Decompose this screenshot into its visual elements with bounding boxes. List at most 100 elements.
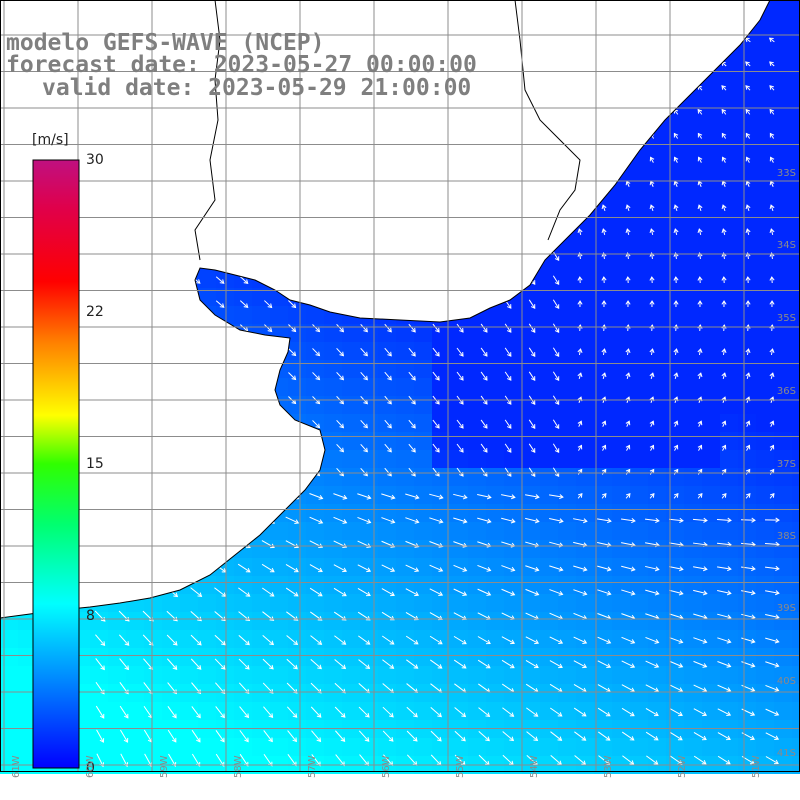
wind-cell — [630, 576, 648, 594]
wind-cell — [324, 522, 342, 540]
wind-cell — [414, 486, 432, 504]
wind-cell — [702, 162, 720, 180]
wind-arrow — [721, 276, 727, 284]
wind-cell — [252, 540, 270, 558]
wind-cell — [558, 522, 576, 540]
wind-cell — [630, 216, 648, 234]
wind-arrow — [504, 371, 512, 381]
wind-cell — [18, 612, 36, 630]
wind-cell — [414, 450, 432, 468]
wind-cell — [432, 540, 450, 558]
wind-cell — [486, 666, 504, 684]
colorbar-tick-8: 8 — [86, 608, 95, 624]
wind-cell — [738, 108, 756, 126]
wind-arrow — [764, 517, 780, 523]
wind-cell — [630, 234, 648, 252]
wind-cell — [702, 702, 720, 720]
wind-arrow — [552, 467, 560, 478]
wind-cell — [576, 558, 594, 576]
wind-cell — [720, 414, 738, 432]
wind-cell — [18, 648, 36, 666]
wind-cell — [756, 342, 774, 360]
wind-arrow — [429, 659, 443, 669]
wind-arrow — [333, 564, 347, 573]
wind-cell — [774, 90, 792, 108]
wind-cell — [414, 522, 432, 540]
wind-cell — [774, 342, 792, 360]
wind-arrow — [644, 517, 660, 524]
wind-cell — [612, 198, 630, 216]
wind-cell — [558, 504, 576, 522]
wind-cell — [576, 378, 594, 396]
wind-cell — [486, 324, 504, 342]
wind-arrow — [697, 132, 703, 139]
colorbar-tick-15: 15 — [86, 456, 104, 472]
wind-cell — [342, 450, 360, 468]
wind-arrow — [601, 492, 607, 499]
wind-cell — [468, 612, 486, 630]
wind-cell — [414, 558, 432, 576]
wind-cell — [630, 504, 648, 522]
wind-cell — [792, 18, 800, 36]
wind-cell — [774, 414, 792, 432]
wind-cell — [522, 666, 540, 684]
wind-arrow — [504, 347, 512, 357]
wind-cell — [792, 612, 800, 630]
wind-cell — [324, 324, 342, 342]
wind-arrow — [673, 444, 679, 451]
wind-cell — [522, 360, 540, 378]
wind-cell — [270, 666, 288, 684]
wind-cell — [594, 378, 612, 396]
wind-cell — [576, 414, 594, 432]
wind-cell — [576, 702, 594, 720]
wind-cell — [180, 702, 198, 720]
wind-cell — [684, 630, 702, 648]
wind-cell — [594, 594, 612, 612]
wind-arrow — [597, 707, 611, 717]
wind-cell — [648, 234, 666, 252]
wind-arrow — [717, 637, 732, 644]
wind-cell — [414, 738, 432, 756]
wind-arrow — [740, 517, 756, 523]
wind-cell — [486, 702, 504, 720]
wind-cell — [486, 486, 504, 504]
wind-cell — [594, 288, 612, 306]
wind-cell — [666, 306, 684, 324]
wind-cell — [522, 324, 540, 342]
wind-arrow — [264, 324, 273, 333]
lon-label: 51W — [751, 755, 762, 778]
wind-cell — [126, 738, 144, 756]
forecast-date: forecast date: 2023-05-27 00:00:00 — [6, 52, 477, 78]
wind-arrow — [525, 517, 540, 524]
wind-cell — [486, 468, 504, 486]
wind-cell — [180, 738, 198, 756]
wind-cell — [774, 198, 792, 216]
wind-cell — [756, 504, 774, 522]
wind-arrow — [673, 348, 679, 356]
wind-arrow — [528, 443, 536, 453]
wind-cell — [684, 306, 702, 324]
wind-cell — [576, 648, 594, 666]
wind-arrow — [621, 707, 635, 717]
wind-cell — [342, 540, 360, 558]
wind-cell — [648, 612, 666, 630]
wind-arrow — [190, 634, 202, 646]
wind-cell — [774, 108, 792, 126]
wind-cell — [756, 378, 774, 396]
wind-arrow — [721, 468, 727, 475]
wind-cell — [792, 594, 800, 612]
wind-cell — [774, 360, 792, 378]
wind-cell — [792, 648, 800, 666]
wind-cell — [774, 738, 792, 756]
wind-arrow — [621, 565, 636, 572]
wind-cell — [720, 378, 738, 396]
wind-cell — [270, 576, 288, 594]
wind-arrow — [621, 731, 635, 741]
wind-cell — [666, 522, 684, 540]
wind-cell — [504, 630, 522, 648]
wind-arrow — [477, 588, 492, 596]
wind-arrow — [310, 706, 322, 718]
wind-arrow — [673, 132, 679, 139]
wind-cell — [702, 342, 720, 360]
wind-cell — [684, 486, 702, 504]
